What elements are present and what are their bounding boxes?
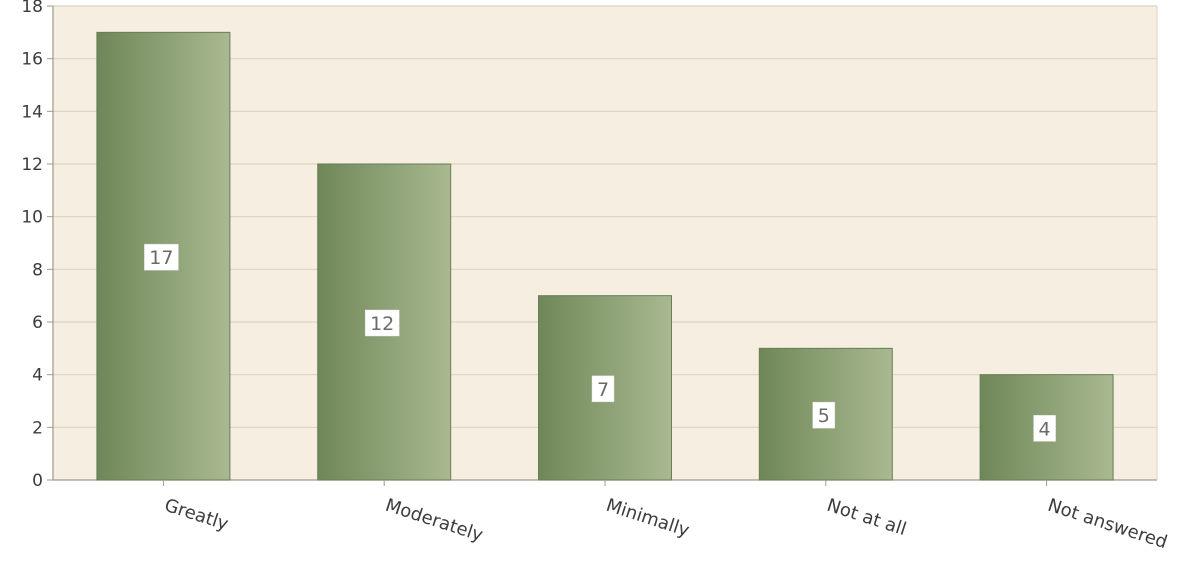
x-axis-category-labels: Greatly Moderately Minimally Not at all Not … xyxy=(162,480,1170,553)
category-label: Not at all xyxy=(824,495,909,540)
y-tick-label: 14 xyxy=(21,102,43,122)
data-label: 17 xyxy=(149,247,173,269)
data-label-box xyxy=(591,375,615,403)
data-label: 5 xyxy=(818,405,830,427)
category-label: Not answered xyxy=(1045,495,1170,553)
y-tick-label: 0 xyxy=(32,471,43,491)
data-label: 12 xyxy=(370,313,394,335)
y-tick-label: 10 xyxy=(21,208,43,228)
y-tick-label: 2 xyxy=(32,418,43,438)
y-tick-label: 6 xyxy=(32,313,43,333)
data-label: 4 xyxy=(1039,418,1051,440)
y-tick-label: 18 xyxy=(21,0,43,17)
category-label: Greatly xyxy=(162,495,231,535)
data-label-box xyxy=(364,309,400,337)
data-label-box xyxy=(812,401,836,429)
y-axis-tick-labels: 0 2 4 6 8 10 12 14 16 18 xyxy=(21,0,53,491)
y-tick-label: 16 xyxy=(21,50,43,70)
category-label: Minimally xyxy=(603,495,692,542)
data-label: 7 xyxy=(597,379,609,401)
y-tick-label: 8 xyxy=(32,260,43,280)
y-tick-label: 12 xyxy=(21,155,43,175)
data-label-box xyxy=(144,243,179,271)
data-label-box xyxy=(1033,415,1056,442)
y-tick-label: 4 xyxy=(32,366,43,386)
data-labels: 17 12 7 5 4 xyxy=(144,243,1056,442)
category-label: Moderately xyxy=(383,495,486,546)
